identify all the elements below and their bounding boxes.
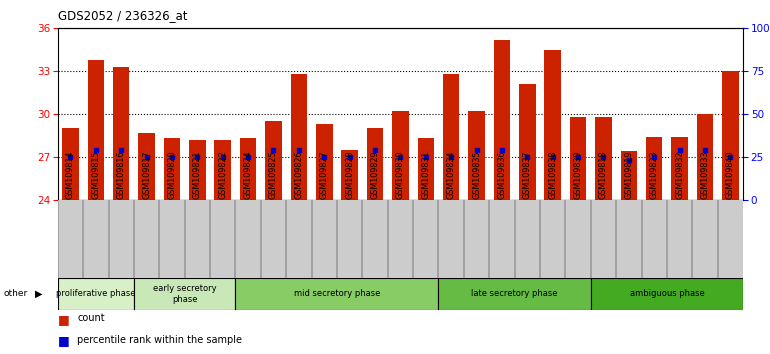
Bar [139,133,155,200]
Bar [367,129,383,200]
Bar [62,129,79,200]
Bar [113,67,129,200]
Bar [58,278,134,310]
Text: late secretory phase: late secretory phase [471,289,558,298]
Bar [215,140,231,200]
Bar [570,117,586,200]
Text: ▶: ▶ [35,289,42,299]
Text: count: count [77,313,105,323]
Bar [417,138,434,200]
Text: other: other [4,289,28,298]
Bar [134,278,236,310]
Bar [494,40,511,200]
Text: GDS2052 / 236326_at: GDS2052 / 236326_at [58,9,187,22]
Text: early secretory
phase: early secretory phase [152,284,216,303]
Bar [240,138,256,200]
Bar [236,278,438,310]
Text: percentile rank within the sample: percentile rank within the sample [77,335,242,344]
Text: mid secretory phase: mid secretory phase [294,289,380,298]
Bar [290,74,307,200]
Bar [544,50,561,200]
Bar [519,84,536,200]
Bar [697,114,713,200]
Bar [468,111,485,200]
Bar [88,60,104,200]
Bar [392,111,409,200]
Bar [438,278,591,310]
Text: ■: ■ [58,335,69,348]
Text: ambiguous phase: ambiguous phase [630,289,705,298]
Bar [316,124,333,200]
Bar [265,121,282,200]
Text: proliferative phase: proliferative phase [56,289,136,298]
Bar [189,140,206,200]
Bar [621,152,637,200]
Bar [595,117,611,200]
Text: ■: ■ [58,313,69,326]
Bar [443,74,460,200]
Bar [341,150,358,200]
Bar [722,71,738,200]
Bar [591,278,743,310]
Bar [164,138,180,200]
Bar [671,137,688,200]
Bar [646,137,662,200]
